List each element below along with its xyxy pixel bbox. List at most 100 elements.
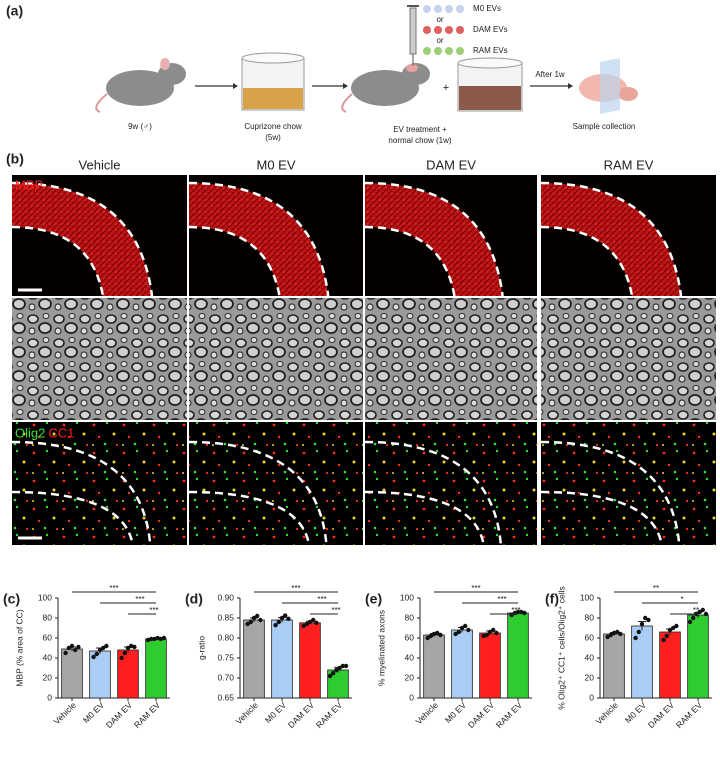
y-tick-label: 100 <box>580 592 594 602</box>
bar <box>299 622 321 699</box>
ev-label: DAM EVs <box>473 25 508 34</box>
data-point <box>104 643 109 649</box>
data-point <box>664 633 669 639</box>
micrograph <box>541 422 716 545</box>
data-point <box>337 665 342 671</box>
significance-label: *** <box>471 584 480 593</box>
data-point <box>605 634 610 640</box>
step-label: EV treatment + <box>393 125 447 134</box>
or-label: or <box>436 15 443 24</box>
mouse-icon <box>95 58 186 113</box>
arrow-head <box>233 83 238 89</box>
data-point <box>515 609 521 615</box>
y-tick-label: 0.85 <box>217 612 234 622</box>
significance-label: *** <box>291 584 300 593</box>
y-tick-label: 60 <box>585 632 595 642</box>
dish-icon <box>241 52 305 111</box>
y-tick-label: 60 <box>43 632 53 642</box>
brain-icon <box>579 58 638 114</box>
data-point <box>340 663 345 669</box>
x-tick-label: DAM EV <box>104 700 134 730</box>
x-tick-label: RAM EV <box>494 700 524 730</box>
significance-label: ** <box>653 584 659 593</box>
boundary <box>188 181 330 297</box>
data-point <box>334 667 339 673</box>
data-point <box>251 615 257 621</box>
boundary <box>540 490 663 546</box>
x-tick-label: DAM EV <box>466 700 496 730</box>
y-tick-label: 40 <box>43 652 53 662</box>
data-point <box>618 631 623 637</box>
data-point <box>491 627 496 633</box>
step-label: Sample collection <box>573 122 636 131</box>
data-point <box>119 655 124 661</box>
data-point <box>301 623 306 629</box>
data-point <box>97 647 103 653</box>
y-axis-title: % myelinated axons <box>376 610 386 686</box>
micrograph <box>12 298 187 420</box>
bar <box>423 634 445 699</box>
data-point <box>76 644 81 650</box>
data-point <box>149 636 154 642</box>
y-tick-label: 80 <box>405 612 415 622</box>
y-axis-title: g-ratio <box>196 636 206 660</box>
column-title: DAM EV <box>426 157 476 172</box>
bar <box>243 619 265 699</box>
x-tick-label: Vehicle <box>52 700 79 727</box>
interval-label: After 1w <box>535 70 565 79</box>
data-point <box>245 621 250 627</box>
bar <box>479 632 501 699</box>
myelin-band <box>12 183 152 296</box>
significance-label: *** <box>497 595 506 604</box>
data-point <box>703 611 709 617</box>
myelin-band <box>541 183 681 296</box>
micrograph <box>365 422 537 545</box>
data-point <box>661 637 666 643</box>
micrograph <box>12 422 187 545</box>
x-tick-label: RAM EV <box>674 700 704 730</box>
boundary <box>11 181 154 297</box>
data-point <box>258 617 263 623</box>
data-point <box>161 635 167 641</box>
data-point <box>691 615 696 621</box>
y-axis-title: % Olig2⁺ CC1⁺ cells/Olig2⁺ cells <box>556 586 566 710</box>
data-point <box>122 650 128 656</box>
boundary <box>540 440 681 546</box>
step-label: (5w) <box>265 133 281 142</box>
x-tick-label: Vehicle <box>594 700 621 727</box>
data-point <box>636 629 641 635</box>
x-tick-label: Vehicle <box>414 700 441 727</box>
significance-label: ** <box>693 606 699 615</box>
data-point <box>687 619 693 625</box>
data-point <box>248 619 253 625</box>
y-tick-label: 0.80 <box>217 632 234 642</box>
y-tick-label: 40 <box>405 652 415 662</box>
data-point <box>674 623 679 629</box>
bar <box>507 612 529 699</box>
x-tick-label: DAM EV <box>646 700 676 730</box>
data-point <box>101 645 106 651</box>
y-tick-label: 20 <box>405 672 415 682</box>
bar <box>271 619 293 699</box>
panel-label: (d) <box>185 591 203 607</box>
y-tick-label: 40 <box>585 652 595 662</box>
boundary <box>11 225 105 297</box>
step-label: normal chow (1w) <box>388 136 451 145</box>
data-point <box>94 651 100 657</box>
y-tick-label: 100 <box>400 592 414 602</box>
x-tick-label: M0 EV <box>263 700 288 725</box>
panel-label: (f) <box>545 591 559 607</box>
significance-label: *** <box>149 606 158 615</box>
y-axis-title: MBP (% area of CC) <box>14 609 24 686</box>
data-point <box>608 632 613 638</box>
x-tick-label: DAM EV <box>286 700 316 730</box>
boundary <box>540 225 634 297</box>
x-tick-label: M0 EV <box>81 700 106 725</box>
data-point <box>463 623 468 629</box>
data-point <box>255 613 260 619</box>
y-tick-label: 0 <box>589 692 594 702</box>
data-point <box>671 625 676 631</box>
data-point <box>428 633 433 639</box>
boundary <box>188 225 281 297</box>
